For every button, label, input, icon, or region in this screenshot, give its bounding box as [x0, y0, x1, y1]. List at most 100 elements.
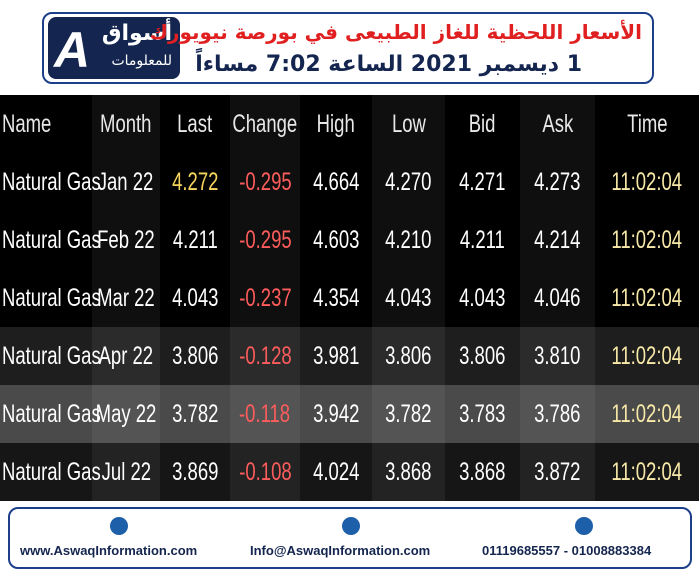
data-row: Natural Gas Apr 22 3.806 -0.128 3.981 3.806 3.… — [0, 327, 699, 385]
table-cell: 11:02:04 — [595, 327, 699, 385]
table-cell: 4.603 — [300, 211, 372, 269]
cell-text: Natural Gas — [2, 341, 101, 370]
table-cell: -0.108 — [230, 443, 300, 501]
table-cell: -0.295 — [230, 211, 300, 269]
table-cell: 3.869 — [160, 443, 230, 501]
table-cell: 4.271 — [445, 153, 520, 211]
table-cell: 4.211 — [160, 211, 230, 269]
cell-text: High — [316, 109, 356, 138]
cell-text: 4.354 — [312, 283, 360, 312]
cell-text: Apr 22 — [98, 341, 154, 370]
cell-text: Ask — [542, 109, 573, 138]
logo-subtitle: للمعلومات — [111, 53, 172, 69]
cell-text: 4.273 — [534, 167, 581, 196]
cell-text: 4.211 — [460, 225, 505, 254]
cell-text: 3.786 — [534, 399, 581, 428]
email[interactable]: Info@AswaqInformation.com — [250, 543, 431, 558]
cell-text: Natural Gas — [2, 283, 101, 312]
cell-text: Change — [232, 109, 298, 138]
cell-text: 3.783 — [459, 399, 506, 428]
cell-text: -0.237 — [238, 283, 292, 312]
cell-text: 4.214 — [534, 225, 581, 254]
table-cell: 4.046 — [520, 269, 595, 327]
cell-text: 4.024 — [312, 457, 360, 486]
cell-text: 4.271 — [459, 167, 506, 196]
column-header: Time — [595, 95, 699, 153]
table-cell: 4.043 — [372, 269, 445, 327]
cell-text: Month — [100, 109, 152, 138]
footer: www.AswaqInformation.com Info@AswaqInfor… — [8, 507, 692, 569]
column-header: Month — [92, 95, 160, 153]
cell-text: 4.664 — [312, 167, 360, 196]
cell-text: 3.806 — [171, 341, 219, 370]
cell-text: Name — [2, 109, 52, 138]
data-row: Natural Gas Feb 22 4.211 -0.295 4.603 4.210 4.… — [0, 211, 699, 269]
table-cell: -0.295 — [230, 153, 300, 211]
cell-text: -0.295 — [238, 225, 292, 254]
table-cell: 11:02:04 — [595, 269, 699, 327]
cell-text: 3.806 — [385, 341, 432, 370]
data-row: Natural Gas Mar 22 4.043 -0.237 4.354 4.043 4.… — [0, 269, 699, 327]
table-cell: May 22 — [92, 385, 160, 443]
table-cell: 3.942 — [300, 385, 372, 443]
phone-icon — [575, 517, 593, 535]
cell-text: 3.782 — [171, 399, 219, 428]
cell-text: May 22 — [95, 399, 157, 428]
cell-text: Natural Gas — [2, 399, 101, 428]
cell-text: 3.810 — [534, 341, 581, 370]
table-cell: 4.272 — [160, 153, 230, 211]
cell-text: 3.868 — [459, 457, 506, 486]
cell-text: 3.782 — [385, 399, 432, 428]
cell-text: Jul 22 — [101, 457, 151, 486]
table-cell: 11:02:04 — [595, 153, 699, 211]
cell-text: -0.295 — [238, 167, 292, 196]
table-cell: 4.043 — [160, 269, 230, 327]
cell-text: Mar 22 — [97, 283, 155, 312]
table-cell: 11:02:04 — [595, 443, 699, 501]
cell-text: 4.210 — [385, 225, 432, 254]
cell-text: Natural Gas — [2, 225, 101, 254]
table-cell: 4.214 — [520, 211, 595, 269]
cell-text: -0.128 — [238, 341, 292, 370]
cell-text: Time — [626, 109, 668, 138]
data-row: Natural Gas May 22 3.782 -0.118 3.942 3.782 3.… — [0, 385, 699, 443]
data-row: Natural Gas Jul 22 3.869 -0.108 4.024 3.868 3.… — [0, 443, 699, 501]
cell-text: 3.868 — [385, 457, 432, 486]
globe-icon — [110, 517, 128, 535]
cell-text: Natural Gas — [2, 167, 101, 196]
email-icon — [342, 517, 360, 535]
cell-text: 3.942 — [312, 399, 360, 428]
table-cell: 4.024 — [300, 443, 372, 501]
table-cell: 3.782 — [372, 385, 445, 443]
table-cell: 11:02:04 — [595, 211, 699, 269]
cell-text: Last — [177, 109, 213, 138]
table-cell: Feb 22 — [92, 211, 160, 269]
cell-text: 11:02:04 — [611, 225, 683, 254]
table-cell: 3.872 — [520, 443, 595, 501]
cell-text: 11:02:04 — [611, 167, 683, 196]
cell-text: 11:02:04 — [611, 341, 683, 370]
column-header: Name — [2, 95, 94, 153]
cell-text: 4.046 — [534, 283, 581, 312]
table-cell: 4.211 — [445, 211, 520, 269]
header-row: Name Month Last Change High Low Bid Ask Time — [0, 95, 699, 153]
table-cell: 11:02:04 — [595, 385, 699, 443]
header: A أسواق للمعلومات الأسعار اللحظية للغاز … — [42, 12, 654, 84]
table-cell: 3.810 — [520, 327, 595, 385]
table-cell: 4.270 — [372, 153, 445, 211]
cell-text: -0.108 — [238, 457, 292, 486]
table-cell: 3.806 — [372, 327, 445, 385]
phones: 01119685557 - 01008883384 — [482, 543, 652, 558]
cell-text: 4.043 — [459, 283, 506, 312]
table-cell: -0.128 — [230, 327, 300, 385]
table-cell: Mar 22 — [92, 269, 160, 327]
column-header: High — [300, 95, 372, 153]
table-cell: 3.782 — [160, 385, 230, 443]
column-header: Change — [230, 95, 300, 153]
table-cell: 4.273 — [520, 153, 595, 211]
table-cell: Natural Gas — [2, 385, 101, 443]
website[interactable]: www.AswaqInformation.com — [20, 543, 198, 558]
table-cell: 4.043 — [445, 269, 520, 327]
cell-text: 4.272 — [171, 167, 219, 196]
cell-text: Natural Gas — [2, 457, 101, 486]
